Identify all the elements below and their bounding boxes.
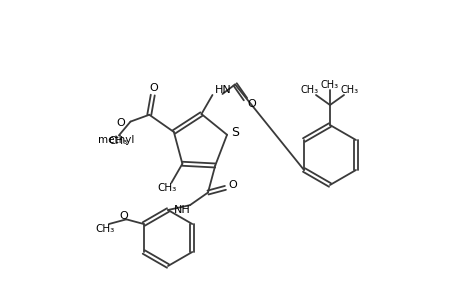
Text: O: O [246,99,255,109]
Text: O: O [228,180,236,190]
Text: CH₃: CH₃ [108,136,127,146]
Text: CH₃: CH₃ [340,85,358,95]
Text: methyl: methyl [97,135,134,146]
Text: NH: NH [173,205,190,215]
Text: CH₃: CH₃ [300,85,319,95]
Text: O: O [119,211,128,221]
Text: O: O [149,83,158,93]
Text: S: S [230,126,239,139]
Text: CH₃: CH₃ [157,183,177,193]
Text: CH₃: CH₃ [320,80,338,90]
Text: O: O [117,118,125,128]
Text: HN: HN [214,85,231,95]
Text: CH₃: CH₃ [95,224,114,234]
